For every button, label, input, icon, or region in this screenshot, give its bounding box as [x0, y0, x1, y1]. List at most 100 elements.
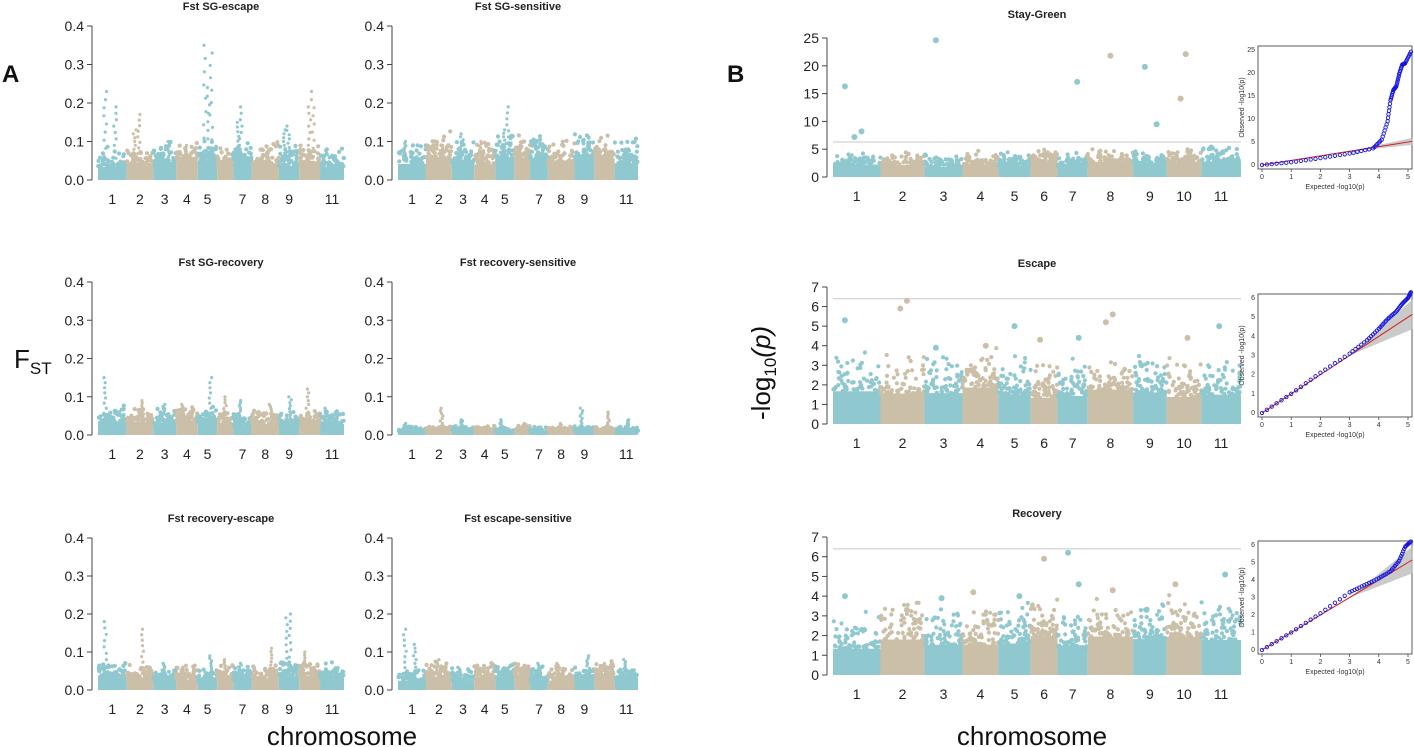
fst-peak-point — [238, 419, 242, 423]
snp-point — [894, 368, 899, 373]
snp-point — [954, 161, 959, 166]
snp-point — [860, 386, 865, 391]
snp-point — [546, 158, 551, 163]
fst-peak-point — [223, 395, 227, 399]
chromosome-band — [278, 676, 300, 690]
snp-point — [961, 385, 966, 390]
snp-point — [155, 406, 160, 411]
snp-point — [400, 675, 405, 680]
snp-point — [901, 382, 907, 387]
snp-point — [467, 152, 472, 157]
snp-point — [501, 673, 506, 678]
snp-point — [202, 139, 207, 144]
snp-point — [592, 428, 598, 433]
snp-point — [176, 155, 181, 160]
gwas-peak-point — [841, 83, 848, 90]
snp-point — [101, 666, 106, 671]
snp-point — [146, 419, 151, 424]
fst-peak-point — [102, 639, 107, 643]
snp-point — [117, 667, 122, 672]
snp-point — [198, 158, 203, 163]
fst-peak-point — [404, 671, 408, 675]
snp-point — [401, 671, 406, 676]
fst-peak-point — [140, 409, 144, 413]
fst-peak-point — [288, 410, 292, 414]
fst-peak-point — [502, 135, 506, 139]
snp-point — [625, 672, 630, 677]
fst-peak-point — [307, 402, 311, 406]
fst-peak-point — [304, 677, 308, 681]
fst-peak-point — [404, 421, 408, 426]
chromosome-band — [514, 675, 531, 690]
y-tick-label: 0.0 — [365, 682, 385, 698]
snp-point — [210, 418, 215, 423]
snp-point — [202, 158, 207, 163]
snp-point — [1081, 159, 1086, 164]
snp-point — [1000, 163, 1005, 168]
snp-point — [407, 425, 412, 431]
snp-point — [546, 148, 552, 154]
fst-peak-point — [161, 661, 165, 666]
fst-peak-point — [206, 128, 210, 132]
snp-point — [913, 376, 919, 381]
snp-point — [1028, 367, 1033, 372]
fst-peak-point — [479, 139, 483, 144]
snp-point — [1056, 372, 1061, 378]
snp-point — [475, 427, 481, 432]
fst-peak-point — [285, 629, 289, 633]
snp-point — [1098, 159, 1103, 164]
chromosome-band — [495, 676, 515, 690]
snp-point — [528, 427, 534, 432]
x-tick-label: 7 — [239, 191, 247, 207]
fst-peak-point — [141, 644, 145, 648]
fst-peak-point — [603, 666, 607, 671]
fst-peak-point — [237, 144, 241, 148]
snp-point — [959, 370, 964, 375]
snp-point — [255, 410, 260, 415]
snp-point — [964, 162, 969, 167]
snp-point — [245, 141, 250, 146]
snp-point — [988, 382, 993, 387]
fst-peak-point — [225, 419, 229, 423]
snp-point — [454, 140, 459, 145]
chromosome-band — [299, 423, 321, 435]
snp-point — [850, 358, 856, 363]
y-tick-label: 0.4 — [365, 18, 385, 34]
fst-peak-point — [222, 416, 227, 420]
fst-peak-point — [206, 111, 211, 115]
snp-point — [116, 412, 121, 417]
snp-point — [494, 142, 499, 147]
snp-point — [477, 672, 482, 677]
fst-peak-point — [459, 144, 463, 148]
fst-peak-point — [209, 664, 213, 668]
snp-point — [450, 158, 455, 163]
fst-peak-point — [437, 672, 441, 677]
chromosome-band — [514, 158, 531, 180]
fst-peak-point — [587, 654, 591, 658]
fst-peak-point — [131, 155, 135, 159]
fst-peak-point — [289, 641, 293, 645]
fst-peak-point — [134, 163, 138, 167]
snp-point — [862, 350, 868, 355]
snp-point — [1045, 150, 1050, 155]
snp-point — [322, 153, 327, 158]
snp-point — [573, 675, 578, 680]
snp-point — [596, 428, 601, 433]
snp-point — [339, 146, 345, 151]
snp-point — [530, 140, 535, 145]
snp-point — [1002, 154, 1007, 159]
snp-point — [528, 154, 533, 159]
snp-point — [121, 669, 126, 674]
fst-peak-point — [114, 105, 118, 109]
snp-point — [174, 674, 179, 679]
fst-peak-point — [285, 623, 289, 627]
chromosome-band — [1030, 397, 1058, 424]
y-tick-label: 0.1 — [365, 644, 385, 660]
fst-peak-point — [238, 406, 243, 410]
fst-peak-point — [504, 142, 508, 146]
chromosome-band — [197, 680, 218, 690]
snp-point — [276, 155, 281, 160]
snp-point — [96, 665, 101, 670]
snp-point — [1235, 155, 1240, 160]
